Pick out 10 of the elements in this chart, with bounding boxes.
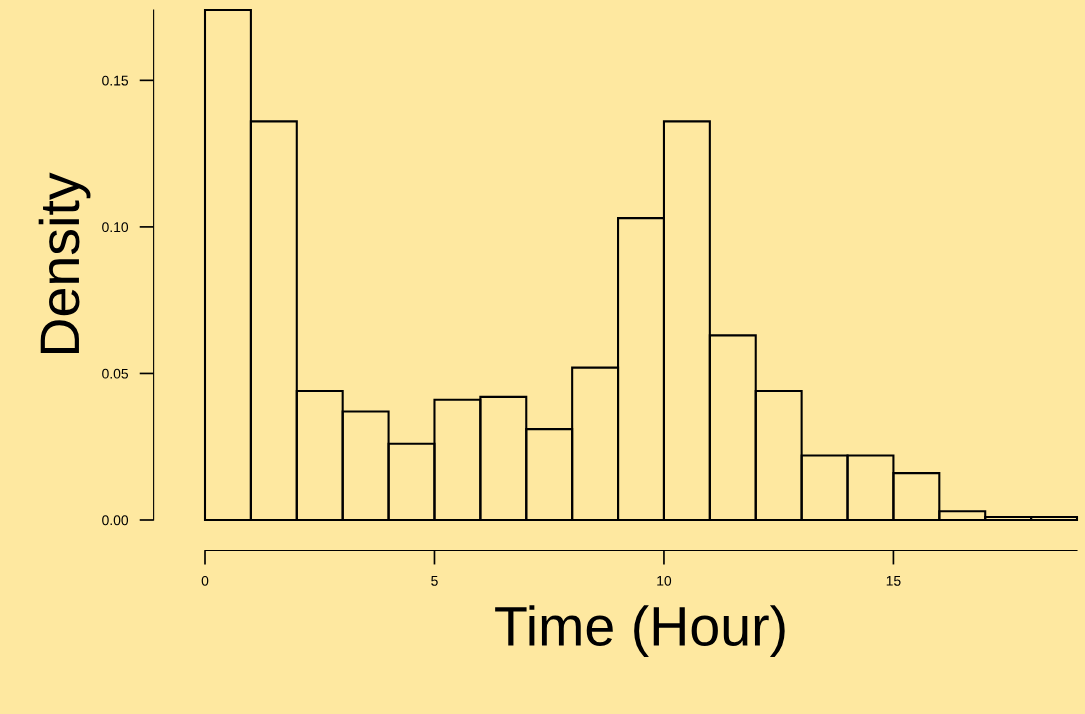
y-axis-title: Density xyxy=(38,172,91,354)
y-tick-label: 0.00 xyxy=(102,515,129,526)
y-tick-label: 0.10 xyxy=(102,222,129,233)
y-tick-label: 0.05 xyxy=(102,368,129,379)
x-tick-label: 0 xyxy=(201,575,209,586)
x-axis-title: Time (Hour) xyxy=(495,605,785,657)
x-tick-label: 10 xyxy=(657,575,672,586)
y-tick-label: 0.15 xyxy=(102,75,129,86)
x-tick-label: 5 xyxy=(431,576,438,586)
x-tick-label: 15 xyxy=(886,576,901,586)
